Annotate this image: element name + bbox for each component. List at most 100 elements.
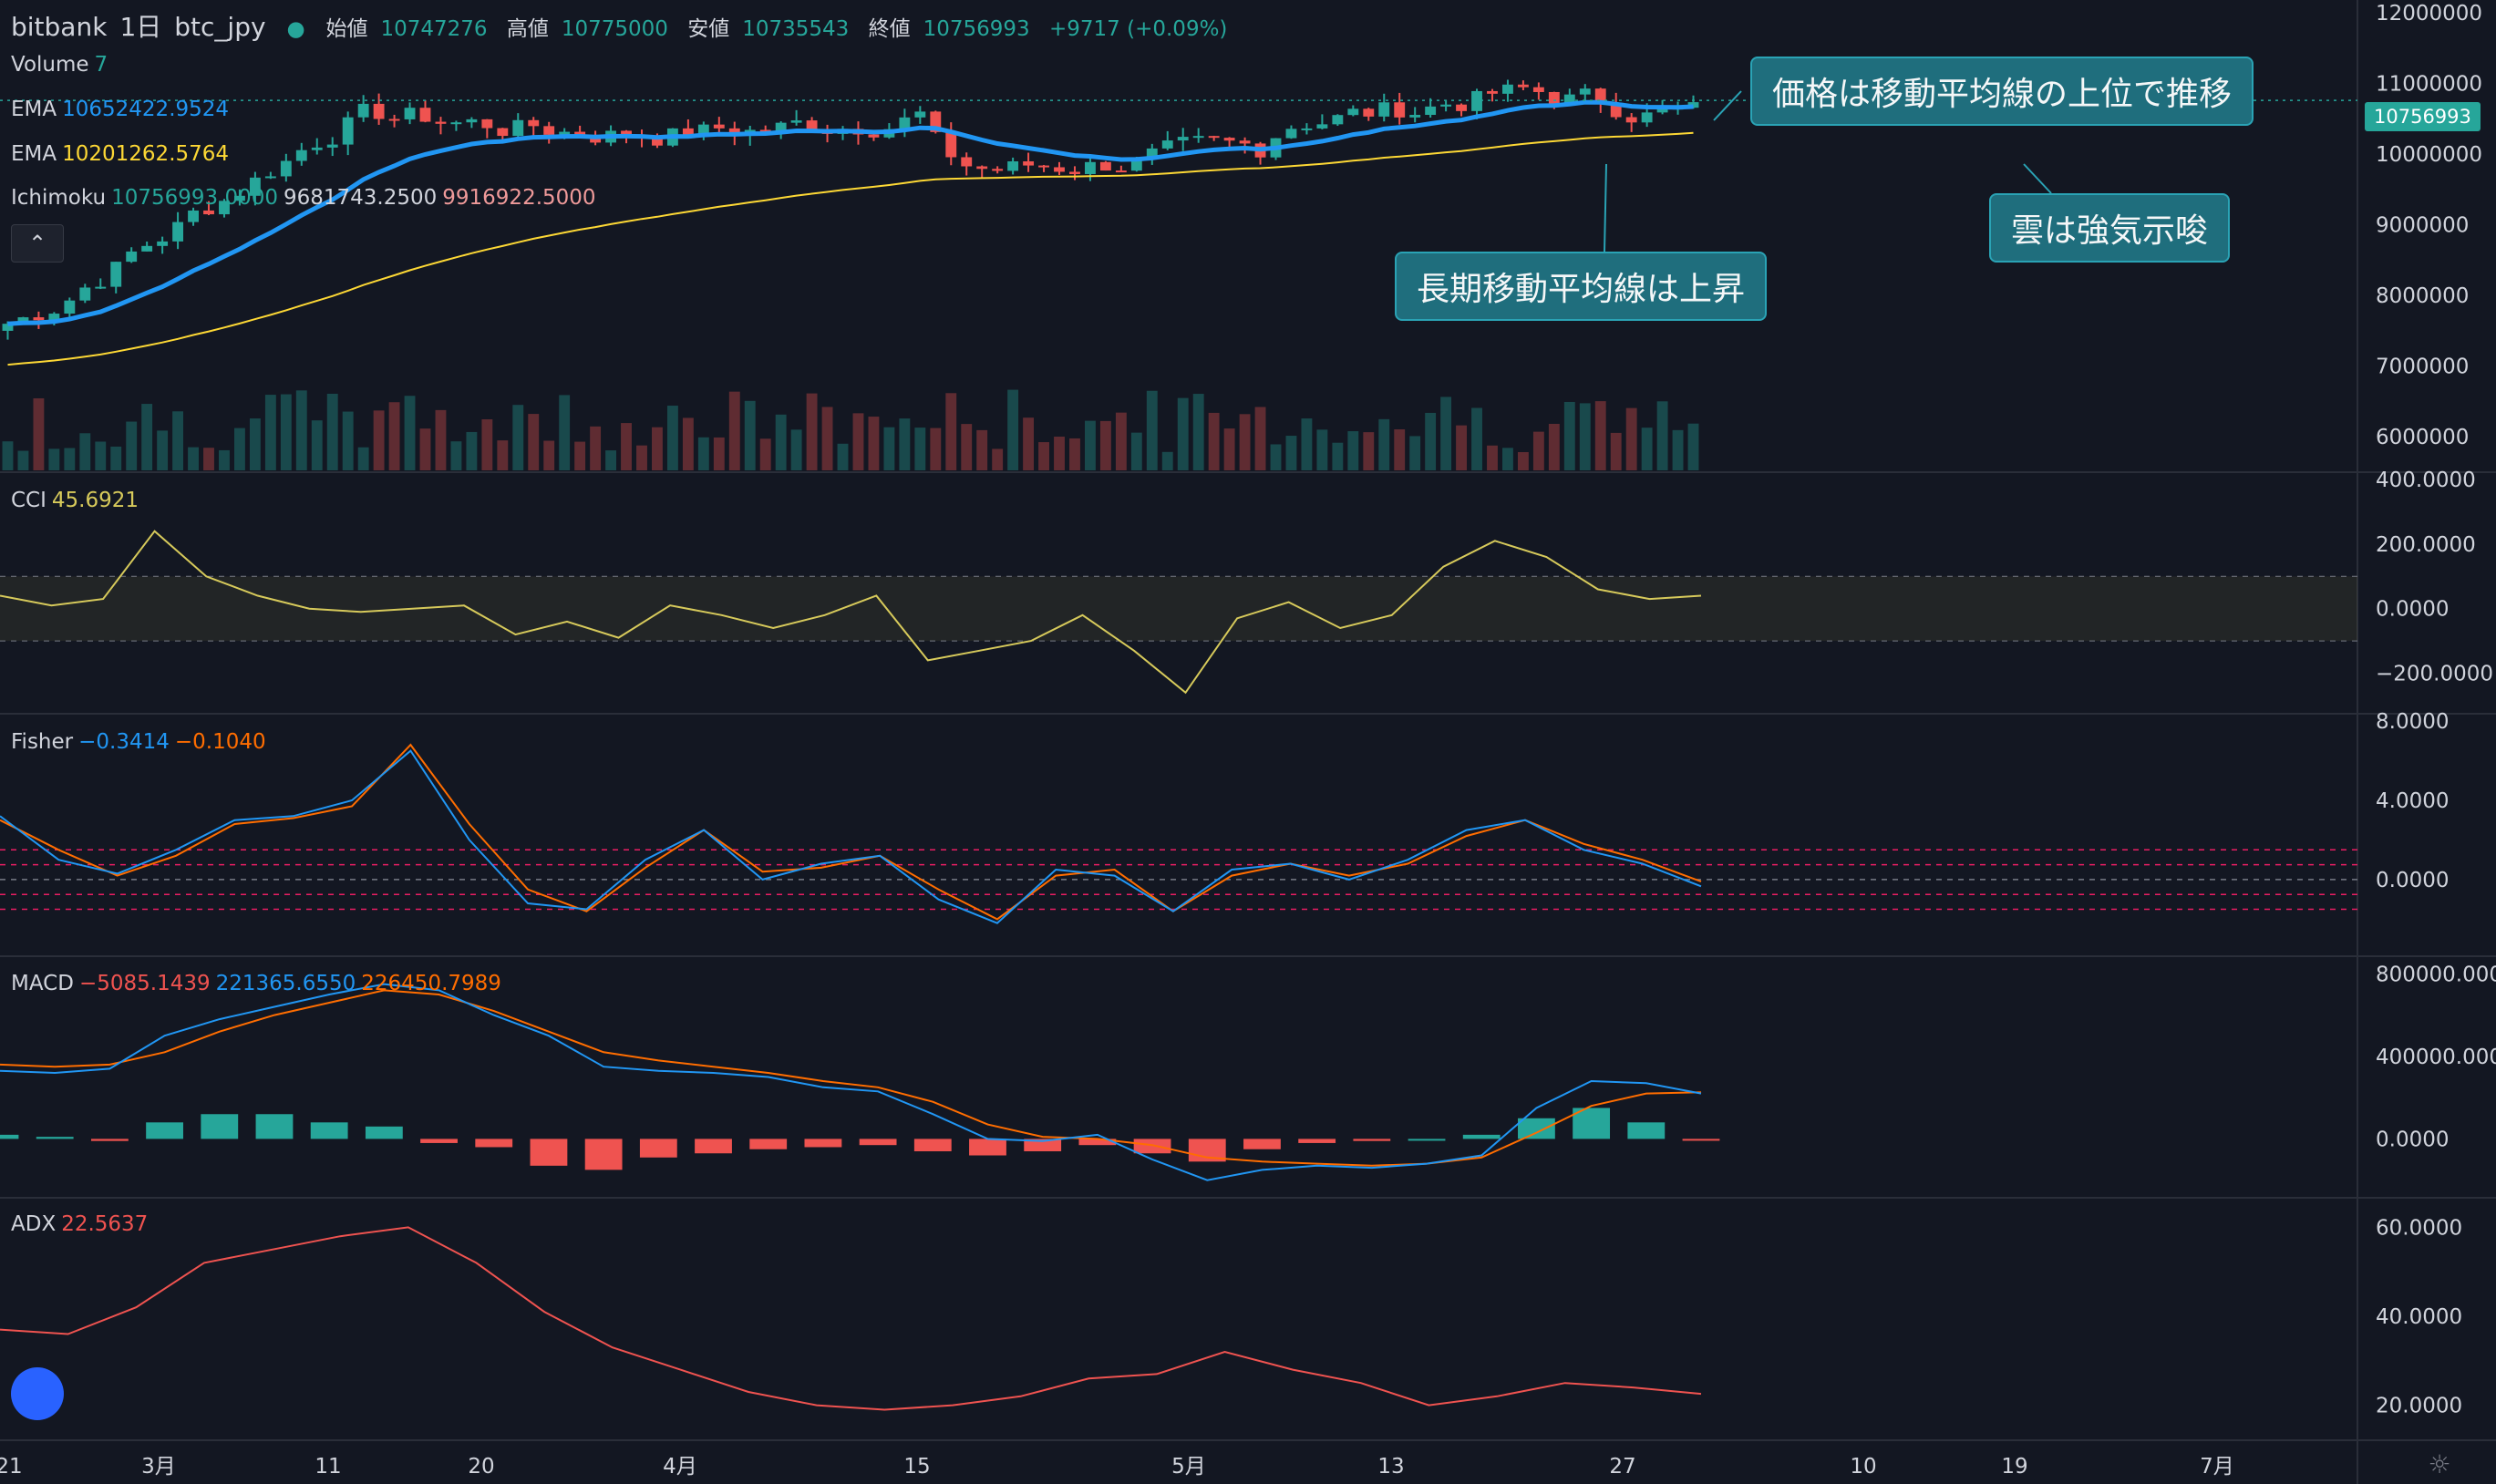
volume-bar: [1409, 436, 1421, 470]
candle-body: [419, 108, 431, 122]
macd-signal-line: [0, 989, 1702, 1167]
time-axis-tick: 19: [2001, 1455, 2027, 1479]
volume-bar: [713, 437, 725, 470]
candle-body: [759, 129, 771, 132]
macd-histogram-bar: [90, 1139, 129, 1141]
candle-body: [1332, 115, 1344, 125]
volume-bar: [1161, 451, 1173, 470]
candle-body: [1563, 94, 1575, 104]
candle-body: [682, 128, 694, 137]
volume-bar: [666, 406, 678, 470]
candle-body: [357, 103, 369, 118]
candle-body: [961, 157, 973, 167]
collapse-legend-button[interactable]: ⌃: [11, 224, 64, 263]
volume-bar: [682, 417, 694, 470]
candle-body: [1425, 106, 1437, 116]
macd-histogram-bar: [530, 1139, 568, 1166]
macd-axis-tick: 0.0000: [2376, 1128, 2449, 1151]
volume-bar: [930, 428, 942, 470]
macd-histogram-bar: [639, 1139, 677, 1158]
volume-bar: [1084, 420, 1096, 470]
volume-bar: [821, 407, 833, 470]
volume-bar: [280, 394, 292, 470]
candle-body: [1641, 112, 1653, 123]
macd-histogram-bar: [859, 1139, 897, 1146]
macd-axis-tick: 800000.0000: [2376, 963, 2496, 986]
tradingview-logo-icon[interactable]: [11, 1367, 64, 1420]
adx-axis-tick: 20.0000: [2376, 1395, 2462, 1418]
volume-bar: [961, 424, 973, 470]
exchange-name[interactable]: bitbank: [11, 12, 108, 42]
candle-body: [435, 121, 447, 124]
volume-bar: [1548, 423, 1560, 470]
candle-body: [295, 149, 307, 161]
volume-bar: [636, 445, 647, 470]
candle-body: [1579, 88, 1591, 95]
candle-body: [512, 119, 524, 137]
volume-bar: [126, 421, 138, 470]
volume-bar: [157, 430, 169, 470]
ichimoku-legend[interactable]: Ichimoku 10756993.0000 9681743.2500 9916922…: [11, 186, 602, 210]
volume-bar: [883, 427, 895, 470]
candle-body: [1223, 138, 1235, 141]
candle-body: [1239, 140, 1251, 144]
volume-bar: [1563, 401, 1575, 470]
macd-histogram-bar: [0, 1134, 19, 1139]
volume-bar: [1625, 407, 1637, 470]
candle-body: [1487, 90, 1498, 94]
close-label: 終値: [868, 17, 911, 41]
volume-bar: [775, 414, 787, 470]
candle-body: [713, 124, 725, 129]
volume-bar: [419, 428, 431, 470]
time-axis-tick: 3月: [141, 1455, 176, 1479]
symbol-name[interactable]: btc_jpy: [174, 12, 266, 42]
adx-line: [0, 1226, 1702, 1411]
fisher-trigger-line: [0, 743, 1702, 921]
volume-bar: [1239, 414, 1251, 470]
macd-histogram-bar: [146, 1122, 183, 1139]
candle-body: [219, 201, 230, 215]
cci-legend[interactable]: CCI 45.6921: [11, 489, 144, 512]
interval-label[interactable]: 1日: [119, 12, 162, 42]
candle-body: [559, 131, 571, 135]
candle-body: [1687, 102, 1699, 108]
candle-body: [1084, 161, 1096, 174]
fisher-legend[interactable]: Fisher −0.3414 −0.1040: [11, 730, 272, 754]
macd-histogram-bar: [36, 1137, 74, 1139]
volume-bar: [945, 393, 957, 470]
candle-body: [404, 108, 416, 119]
volume-bar: [574, 441, 586, 470]
ema-slow-line: [7, 131, 1694, 366]
volume-bar: [1594, 401, 1606, 470]
candle-body: [1471, 90, 1482, 111]
adx-legend[interactable]: ADX 22.5637: [11, 1212, 153, 1236]
fisher-legend-name: Fisher: [11, 730, 74, 754]
volume-legend[interactable]: Volume 7: [11, 53, 113, 77]
annotation-price-above-ma[interactable]: 価格は移動平均線の上位で推移: [1750, 57, 2254, 126]
macd-histogram-bar: [475, 1139, 513, 1148]
candle-body: [543, 126, 555, 135]
volume-bar: [172, 411, 184, 470]
volume-bar: [1038, 442, 1049, 470]
macd-histogram-bar: [969, 1139, 1006, 1156]
annotation-long-ma-rising[interactable]: 長期移動平均線は上昇: [1395, 252, 1768, 321]
fisher-axis-tick: 0.0000: [2376, 869, 2449, 892]
candle-body: [2, 324, 14, 331]
candle-body: [1363, 108, 1375, 117]
price-axis-tick: 8000000: [2376, 284, 2469, 308]
time-axis-tick: 10: [1850, 1455, 1876, 1479]
time-axis-tick: 7月: [2200, 1455, 2234, 1479]
candle-body: [79, 287, 91, 301]
macd-legend-v1: −5085.1439: [78, 972, 211, 995]
candle-body: [1502, 84, 1513, 94]
ema-fast-legend[interactable]: EMA 10652422.9524: [11, 98, 234, 121]
candle-body: [326, 144, 338, 148]
macd-legend[interactable]: MACD −5085.1439 221365.6550 226450.7989: [11, 972, 507, 995]
candle-body: [1625, 117, 1637, 123]
ema-slow-legend[interactable]: EMA 10201262.5764: [11, 142, 234, 166]
annotation-cloud-bullish[interactable]: 雲は強気示唆: [1989, 193, 2231, 263]
candle-body: [1517, 84, 1529, 88]
cci-legend-value: 45.6921: [51, 489, 139, 512]
volume-bar: [342, 411, 354, 470]
